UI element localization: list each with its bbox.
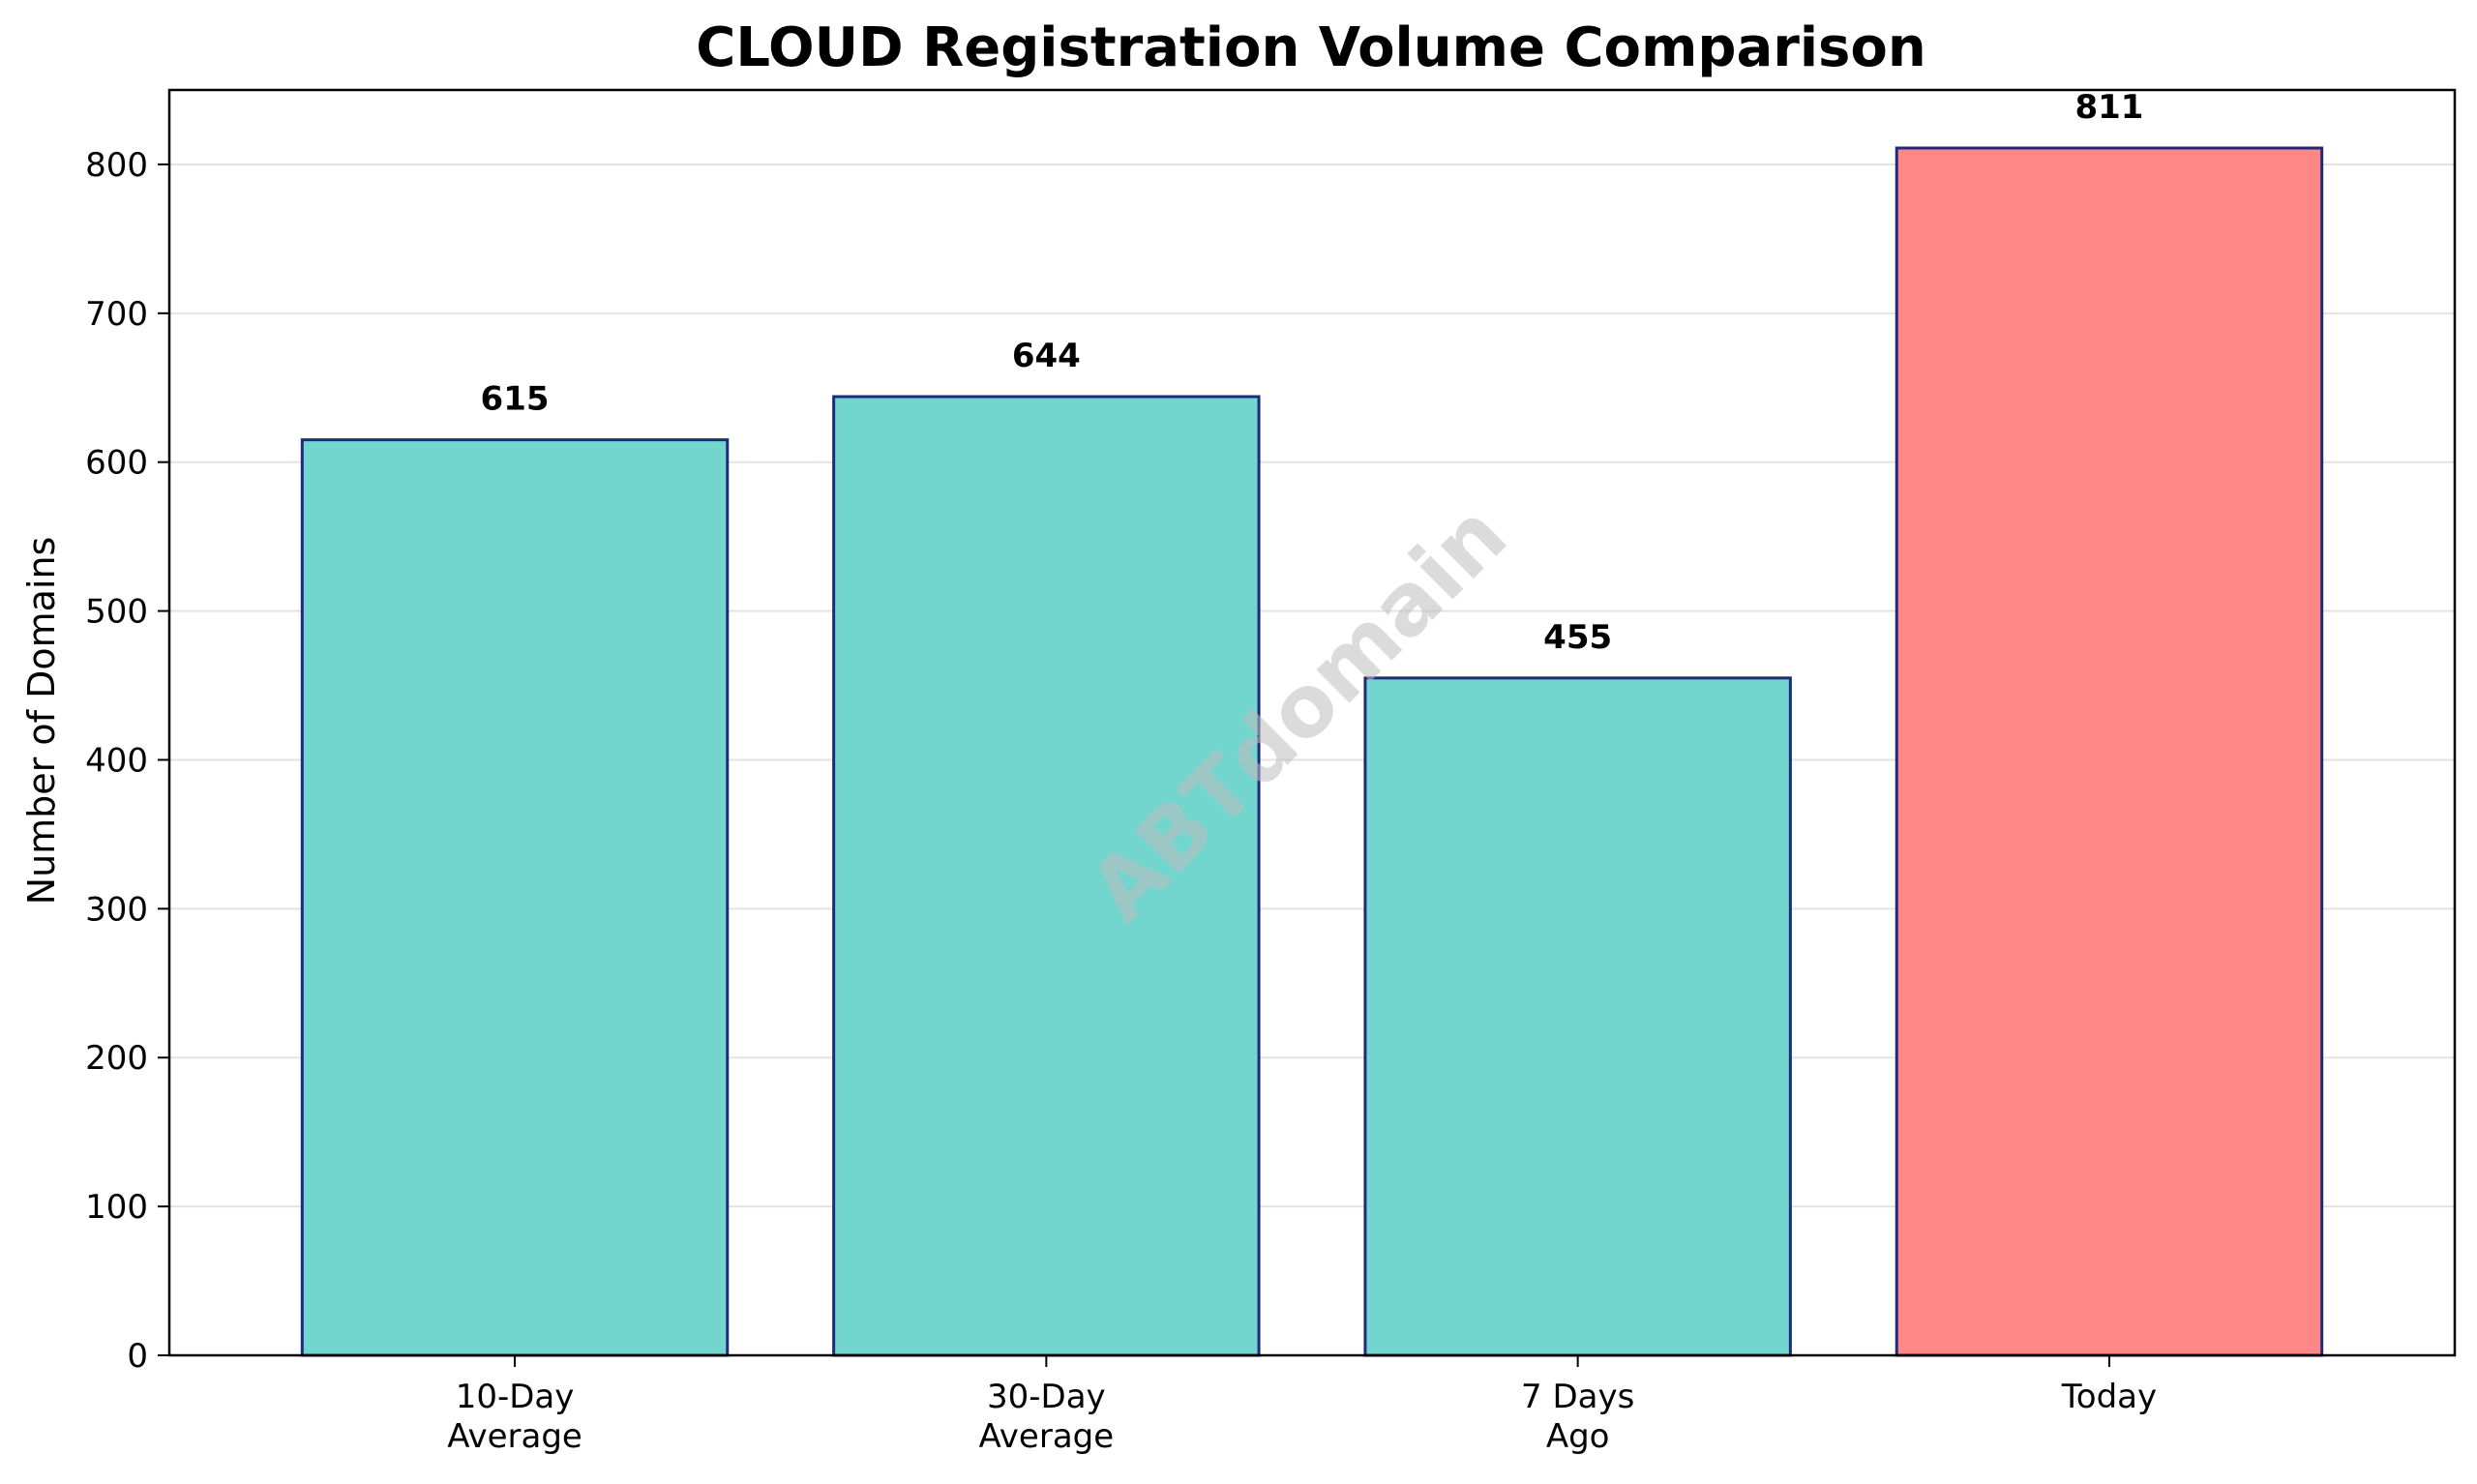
- x-tick-label: 7 Days Ago: [1521, 1378, 1634, 1456]
- x-tick-label: 10-Day Average: [447, 1378, 582, 1456]
- bar-value-label: 455: [1543, 618, 1612, 657]
- y-tick-label: 400: [85, 741, 148, 780]
- y-axis-label: Number of Domains: [20, 537, 63, 905]
- bar: [1363, 676, 1792, 1357]
- x-tick-label: Today: [2061, 1378, 2157, 1416]
- y-tick-label: 100: [85, 1188, 148, 1227]
- y-tick-label: 700: [85, 295, 148, 334]
- x-tick-label: 30-Day Average: [979, 1378, 1115, 1456]
- bar: [300, 438, 730, 1357]
- y-tick-label: 0: [127, 1337, 148, 1376]
- bar: [832, 395, 1261, 1357]
- plot-frame: [167, 88, 2457, 1357]
- y-tick-label: 800: [85, 146, 148, 185]
- y-tick-label: 200: [85, 1039, 148, 1078]
- y-tick-label: 300: [85, 890, 148, 929]
- y-tick-label: 500: [85, 593, 148, 632]
- bar-value-label: 644: [1012, 337, 1081, 375]
- bar-value-label: 615: [481, 380, 550, 419]
- chart-title: CLOUD Registration Volume Comparison: [696, 16, 1925, 79]
- bar-value-label: 811: [2074, 88, 2143, 127]
- bar: [1895, 146, 2324, 1357]
- y-tick-label: 600: [85, 444, 148, 483]
